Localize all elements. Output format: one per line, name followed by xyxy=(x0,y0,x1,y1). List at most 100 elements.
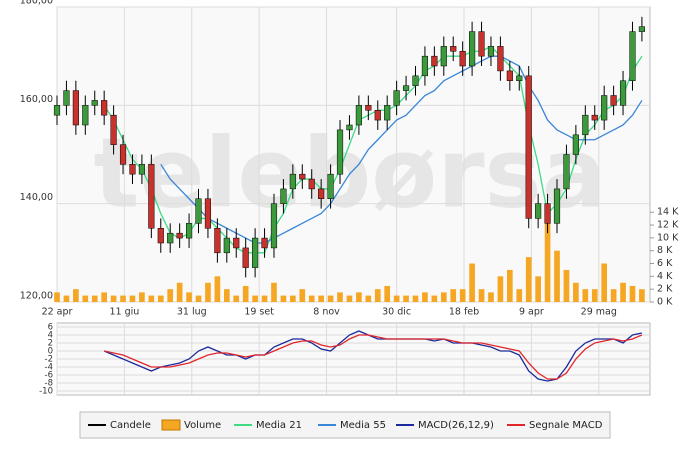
candle-body xyxy=(355,105,362,126)
candle-body xyxy=(327,173,334,200)
legend-label: MACD(26,12,9) xyxy=(418,420,494,431)
candle-body xyxy=(582,114,589,136)
candle-body xyxy=(393,90,400,106)
volume-bar xyxy=(384,285,391,302)
volume-bar xyxy=(412,295,419,302)
candle-body xyxy=(563,154,570,190)
y-tick-label: 4 xyxy=(48,331,53,341)
volume-bar xyxy=(582,289,589,302)
candle-body xyxy=(148,164,155,229)
candle-body xyxy=(572,134,579,155)
candle-body xyxy=(421,55,429,77)
volume-bar xyxy=(374,289,381,302)
volume-bar xyxy=(91,295,98,302)
volume-bar xyxy=(186,292,192,302)
candle-body xyxy=(629,31,636,82)
candle-body xyxy=(440,46,447,67)
volume-bar xyxy=(591,289,598,302)
y2-tick-label: 0 K xyxy=(657,297,673,308)
candle-body xyxy=(72,90,79,126)
x-tick-label: 9 apr xyxy=(519,307,544,318)
candle-body xyxy=(138,164,145,175)
y2-tick-label: 8 K xyxy=(657,245,673,256)
candle-body xyxy=(525,75,532,219)
y-tick-label: -10 xyxy=(39,387,53,397)
volume-bar xyxy=(440,292,447,302)
volume-bar xyxy=(280,295,287,302)
candle-body xyxy=(195,198,202,224)
volume-bar xyxy=(120,295,126,302)
candle-body xyxy=(91,100,98,106)
candle-body xyxy=(233,237,240,249)
x-tick-label: 8 nov xyxy=(313,307,340,318)
volume-bar xyxy=(356,292,362,302)
volume-bar xyxy=(261,295,268,302)
volume-bar xyxy=(318,295,324,302)
x-tick-label: 29 mag xyxy=(581,307,617,318)
candle-body xyxy=(223,237,230,254)
x-tick-label: 30 dic xyxy=(382,307,411,318)
line xyxy=(103,330,643,382)
volume-bar xyxy=(271,282,277,302)
volume-bar xyxy=(469,263,475,302)
candle-body xyxy=(63,90,70,106)
candle-body xyxy=(270,203,278,249)
volume-bar xyxy=(290,295,296,302)
candle-body xyxy=(82,105,89,126)
candle-body xyxy=(459,51,466,67)
volume-bar xyxy=(337,292,343,302)
volume-bar xyxy=(488,292,494,302)
volume-bar xyxy=(544,218,551,302)
volume-bar xyxy=(233,295,240,302)
volume-bar xyxy=(629,285,636,302)
volume-bar xyxy=(129,295,136,302)
volume-bar xyxy=(516,289,523,302)
price-panel xyxy=(56,6,651,303)
candle-body xyxy=(53,105,61,116)
candle-body xyxy=(450,46,457,52)
y2-tick-label: 10 K xyxy=(657,232,679,243)
legend-label: Media 21 xyxy=(256,420,302,431)
candle-body xyxy=(487,46,495,57)
x-tick-label: 19 set xyxy=(244,307,274,318)
y-tick-label: 6 xyxy=(48,323,53,333)
volume-bar xyxy=(431,295,438,302)
volume-bar xyxy=(450,289,457,302)
candle-body xyxy=(129,164,136,175)
candle-body xyxy=(431,55,438,67)
candle-body xyxy=(289,173,296,190)
volume-bar xyxy=(563,269,570,302)
y-tick-label: -6 xyxy=(45,371,53,381)
candle-body xyxy=(478,31,485,57)
candle-body xyxy=(591,114,598,121)
candle-body xyxy=(384,105,391,121)
y-tick-label: 0 xyxy=(48,347,53,357)
candle-body xyxy=(176,232,183,239)
legend-label: Segnale MACD xyxy=(529,420,603,431)
candle-body xyxy=(261,237,268,249)
volume-bar xyxy=(620,282,626,302)
volume-bar xyxy=(176,282,183,302)
volume-bar xyxy=(459,289,466,302)
volume-bar xyxy=(299,289,306,302)
volume-bar xyxy=(497,276,504,302)
candle-body xyxy=(610,95,617,106)
volume-bar xyxy=(478,289,485,302)
x-tick-label: 18 feb xyxy=(449,307,479,318)
volume-bar xyxy=(365,295,372,302)
candle-body xyxy=(346,124,353,131)
volume-bar xyxy=(214,276,221,302)
legend-swatch xyxy=(161,419,181,431)
candle-body xyxy=(214,228,221,254)
candle-body xyxy=(553,188,561,224)
candle-body xyxy=(336,129,344,175)
line xyxy=(104,334,643,380)
candle-body xyxy=(516,75,523,82)
candle-body xyxy=(365,105,372,111)
x-tick-label: 31 lug xyxy=(177,307,207,318)
volume-bar xyxy=(148,295,155,302)
candle-body xyxy=(544,203,551,224)
volume-bar xyxy=(422,292,428,302)
candle-body xyxy=(497,46,504,72)
